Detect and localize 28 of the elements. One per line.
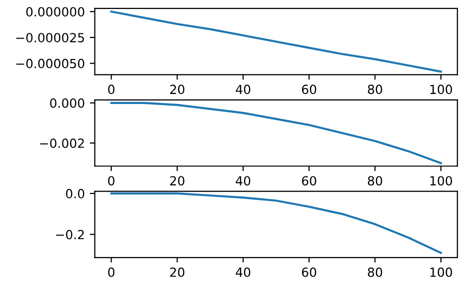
x-tick-label: 60 xyxy=(302,267,316,277)
x-tick-label: 80 xyxy=(368,176,382,186)
x-tick-label: 100 xyxy=(430,84,452,94)
x-tick-label: 0 xyxy=(108,267,114,277)
line-series xyxy=(110,102,442,164)
x-tick-label: 80 xyxy=(368,84,382,94)
x-tick-label: 20 xyxy=(170,267,184,277)
x-tick-label: 20 xyxy=(170,176,184,186)
x-tick-label: 40 xyxy=(236,267,250,277)
x-tick-label: 100 xyxy=(430,176,452,186)
y-tick-label: −0.000050 xyxy=(16,58,84,68)
y-tick-label: 0.000000 xyxy=(26,7,84,17)
x-tick-label: 0 xyxy=(108,176,114,186)
y-tick-label: −0.2 xyxy=(56,230,84,240)
x-tick-label: 80 xyxy=(368,267,382,277)
y-tick-label: −0.000025 xyxy=(16,32,84,42)
x-tick-label: 40 xyxy=(236,176,250,186)
x-tick-label: 60 xyxy=(302,84,316,94)
x-tick-label: 60 xyxy=(302,176,316,186)
x-tick-label: 100 xyxy=(430,267,452,277)
line-series xyxy=(110,10,442,73)
y-tick-label: 0.0 xyxy=(66,188,84,198)
y-tick-label: −0.002 xyxy=(40,138,84,148)
x-tick-label: 20 xyxy=(170,84,184,94)
line-series xyxy=(110,192,442,254)
x-tick-label: 40 xyxy=(236,84,250,94)
y-tick-label: 0.000 xyxy=(50,98,84,108)
x-tick-label: 0 xyxy=(108,84,114,94)
